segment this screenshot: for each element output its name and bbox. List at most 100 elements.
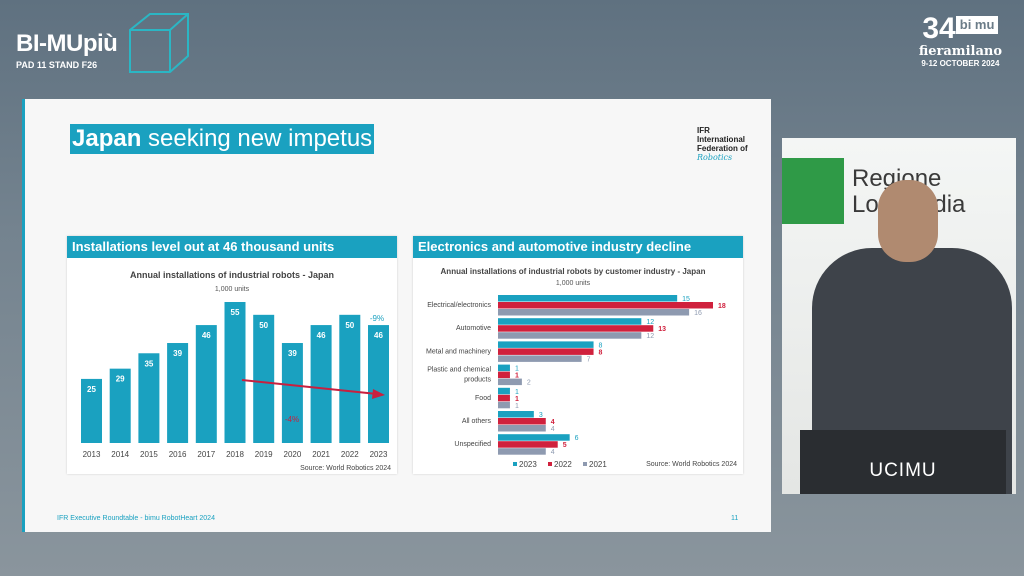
speaker-video: RegioneLombardia UCIMU [782, 138, 1016, 494]
bar [224, 302, 246, 443]
arrow-head [372, 389, 385, 399]
bar [498, 418, 546, 425]
source-label: Source: World Robotics 2024 [646, 461, 737, 468]
x-tick-label: 2023 [370, 450, 388, 459]
bar [339, 314, 361, 443]
x-tick-label: 2015 [140, 450, 158, 459]
x-tick-label: 2017 [197, 450, 215, 459]
x-tick-label: 2020 [284, 450, 302, 459]
x-tick-label: 2019 [255, 450, 273, 459]
legend-label: 2023 [519, 460, 537, 469]
page-number: 11 [731, 515, 739, 522]
bar-value-label: 6 [575, 435, 579, 442]
bar [498, 401, 510, 409]
bar-value-label: 39 [173, 349, 182, 358]
bar-value-label: 12 [646, 333, 654, 340]
x-tick-label: 2016 [169, 450, 187, 459]
stand-info: PAD 11 STAND F26 [16, 60, 98, 70]
bar [498, 318, 642, 325]
bar-value-label: 1 [515, 389, 519, 396]
bar [498, 355, 582, 362]
podium: UCIMU [800, 430, 1006, 494]
panel-title: Installations level out at 46 thousand u… [67, 236, 397, 258]
bar-value-label: 13 [658, 326, 666, 333]
bar-value-label: 2 [527, 380, 531, 387]
bar-value-label: 8 [599, 342, 603, 349]
bar-value-label: 8 [599, 349, 603, 356]
bar-value-label: 4 [551, 419, 555, 426]
bar-value-label: 50 [259, 321, 268, 330]
bar-value-label: 15 [682, 296, 690, 303]
x-tick-label: 2018 [226, 450, 244, 459]
bar [498, 441, 558, 448]
bar-value-label: 12 [646, 319, 654, 326]
title-bold: Japan [72, 125, 142, 152]
installations-chart: Annual installations of industrial robot… [81, 270, 391, 472]
bar [498, 325, 654, 332]
bar [498, 309, 690, 316]
x-tick-label: 2021 [312, 450, 330, 459]
brand-name: BI-MUpiù [16, 30, 118, 57]
bar [498, 332, 642, 339]
bar [253, 314, 275, 443]
bar [498, 302, 713, 309]
trend-arrow [241, 379, 378, 395]
x-tick-label: 2022 [341, 450, 359, 459]
bar [498, 448, 546, 455]
legend-swatch [513, 462, 517, 466]
annotation-label: -9% [370, 314, 384, 323]
bar [498, 394, 510, 402]
bar [109, 368, 131, 443]
bar [498, 425, 546, 432]
bar [498, 434, 570, 441]
bar [498, 295, 678, 302]
bar [498, 341, 594, 348]
bar [81, 378, 102, 443]
industry-chart-panel: Electronics and automotive industry decl… [413, 236, 743, 474]
slide-title: Japan seeking new impetus [70, 124, 375, 154]
x-tick-label: 2013 [83, 450, 101, 459]
bar-value-label: 39 [288, 349, 297, 358]
bar [498, 378, 522, 386]
category-label: Plastic and chemical [427, 367, 491, 374]
chart-subtitle: 1,000 units [556, 280, 591, 287]
annotation-label: -4% [285, 415, 299, 424]
bar [498, 411, 534, 418]
bar [498, 364, 510, 372]
x-tick-label: 2014 [111, 450, 129, 459]
brand-logo: BI-MUpiù PAD 11 STAND F26 [16, 30, 118, 70]
bar-value-label: 5 [563, 442, 567, 449]
legend-label: 2022 [554, 460, 572, 469]
bar-value-label: 1 [515, 403, 519, 410]
category-label: Electrical/electronics [427, 302, 491, 309]
legend-label: 2021 [589, 460, 607, 469]
ifr-logo-line: International [697, 135, 746, 144]
event-number: 34 [922, 12, 956, 45]
chart-title: Annual installations of industrial robot… [130, 270, 334, 280]
chart-title: Annual installations of industrial robot… [441, 267, 706, 276]
lombardia-logo [782, 158, 844, 224]
category-label: Food [475, 395, 491, 402]
bar-value-label: 29 [116, 375, 125, 384]
bar [195, 325, 217, 443]
category-label: Automotive [456, 325, 491, 332]
slide-footer: IFR Executive Roundtable - bimu RobotHea… [57, 515, 215, 522]
bar [498, 387, 510, 395]
bar-value-label: 1 [515, 396, 519, 403]
installations-chart-panel: Installations level out at 46 thousand u… [67, 236, 397, 474]
bar-value-label: 35 [144, 359, 153, 368]
ifr-logo: IFR International Federation of Robotics [697, 126, 748, 162]
industry-chart: Annual installations of industrial robot… [426, 267, 737, 469]
event-dates: 9-12 OCTOBER 2024 [921, 59, 1000, 68]
bar-value-label: 1 [515, 373, 519, 380]
category-label: All others [462, 418, 492, 425]
category-label: Unspecified [454, 441, 491, 448]
legend-swatch [583, 462, 587, 466]
bar-value-label: 46 [374, 331, 383, 340]
title-rest: seeking new impetus [141, 125, 373, 152]
chart-subtitle: 1,000 units [215, 286, 250, 293]
ifr-logo-line: Robotics [697, 153, 733, 162]
ifr-logo-line: Federation of [697, 144, 748, 153]
bar-value-label: 1 [515, 366, 519, 373]
bar [498, 371, 510, 379]
